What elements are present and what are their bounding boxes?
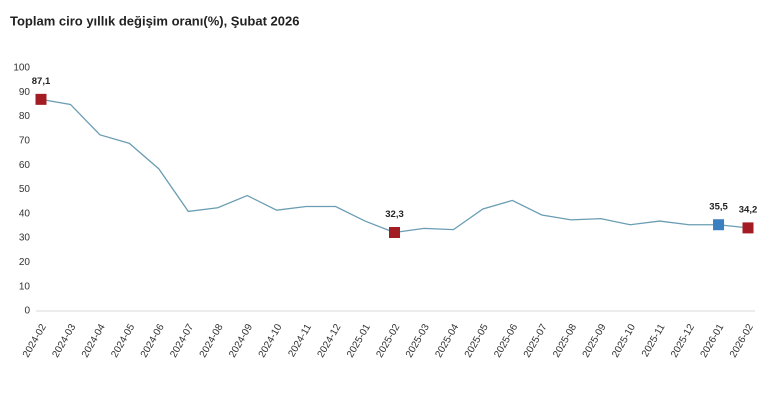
x-tick-label: 2024-08	[198, 322, 226, 360]
y-tick-label: 30	[19, 233, 31, 244]
y-tick-label: 70	[19, 136, 31, 147]
y-tick-label: 80	[19, 111, 31, 122]
highlight-marker	[713, 219, 725, 231]
y-tick-label: 0	[24, 306, 30, 317]
value-label: 35,5	[709, 201, 728, 212]
x-tick-label: 2024-07	[168, 322, 196, 360]
x-tick-label: 2024-12	[316, 322, 344, 360]
x-tick-label: 2025-10	[610, 322, 638, 360]
x-tick-label: 2024-05	[109, 322, 137, 360]
y-tick-label: 20	[19, 257, 31, 268]
x-tick-label: 2025-09	[581, 322, 609, 360]
value-label: 87,1	[32, 76, 51, 87]
value-label: 34,2	[739, 204, 758, 215]
x-tick-label: 2025-04	[433, 322, 461, 360]
x-tick-label: 2024-10	[257, 322, 285, 360]
x-tick-label: 2025-06	[492, 322, 520, 360]
y-tick-label: 100	[13, 63, 30, 74]
chart-title: Toplam ciro yıllık değişim oranı(%), Şub…	[10, 13, 299, 28]
x-tick-label: 2025-11	[640, 322, 668, 359]
x-tick-label: 2024-04	[80, 322, 108, 360]
x-tick-label: 2025-03	[404, 322, 432, 360]
highlight-marker	[35, 93, 47, 105]
x-tick-label: 2025-05	[463, 322, 491, 360]
x-tick-label: 2024-02	[21, 322, 49, 360]
y-tick-label: 50	[19, 184, 31, 195]
value-label: 32,3	[385, 209, 404, 220]
x-tick-label: 2024-06	[139, 322, 167, 360]
x-tick-label: 2026-02	[728, 322, 756, 360]
y-tick-label: 10	[19, 281, 31, 292]
y-tick-label: 40	[19, 208, 31, 219]
x-tick-label: 2026-01	[699, 322, 727, 360]
x-tick-label: 2025-12	[669, 322, 697, 360]
x-tick-label: 2024-11	[286, 322, 314, 359]
x-tick-label: 2025-01	[345, 322, 373, 360]
x-tick-label: 2025-08	[551, 322, 579, 360]
highlight-marker	[389, 227, 400, 239]
x-tick-label: 2025-02	[375, 322, 403, 360]
x-tick-label: 2025-07	[522, 322, 550, 360]
highlight-marker	[742, 222, 754, 234]
y-tick-label: 60	[19, 160, 31, 171]
x-tick-label: 2024-09	[227, 322, 255, 360]
x-tick-label: 2024-03	[50, 322, 78, 360]
y-tick-label: 90	[19, 87, 31, 98]
